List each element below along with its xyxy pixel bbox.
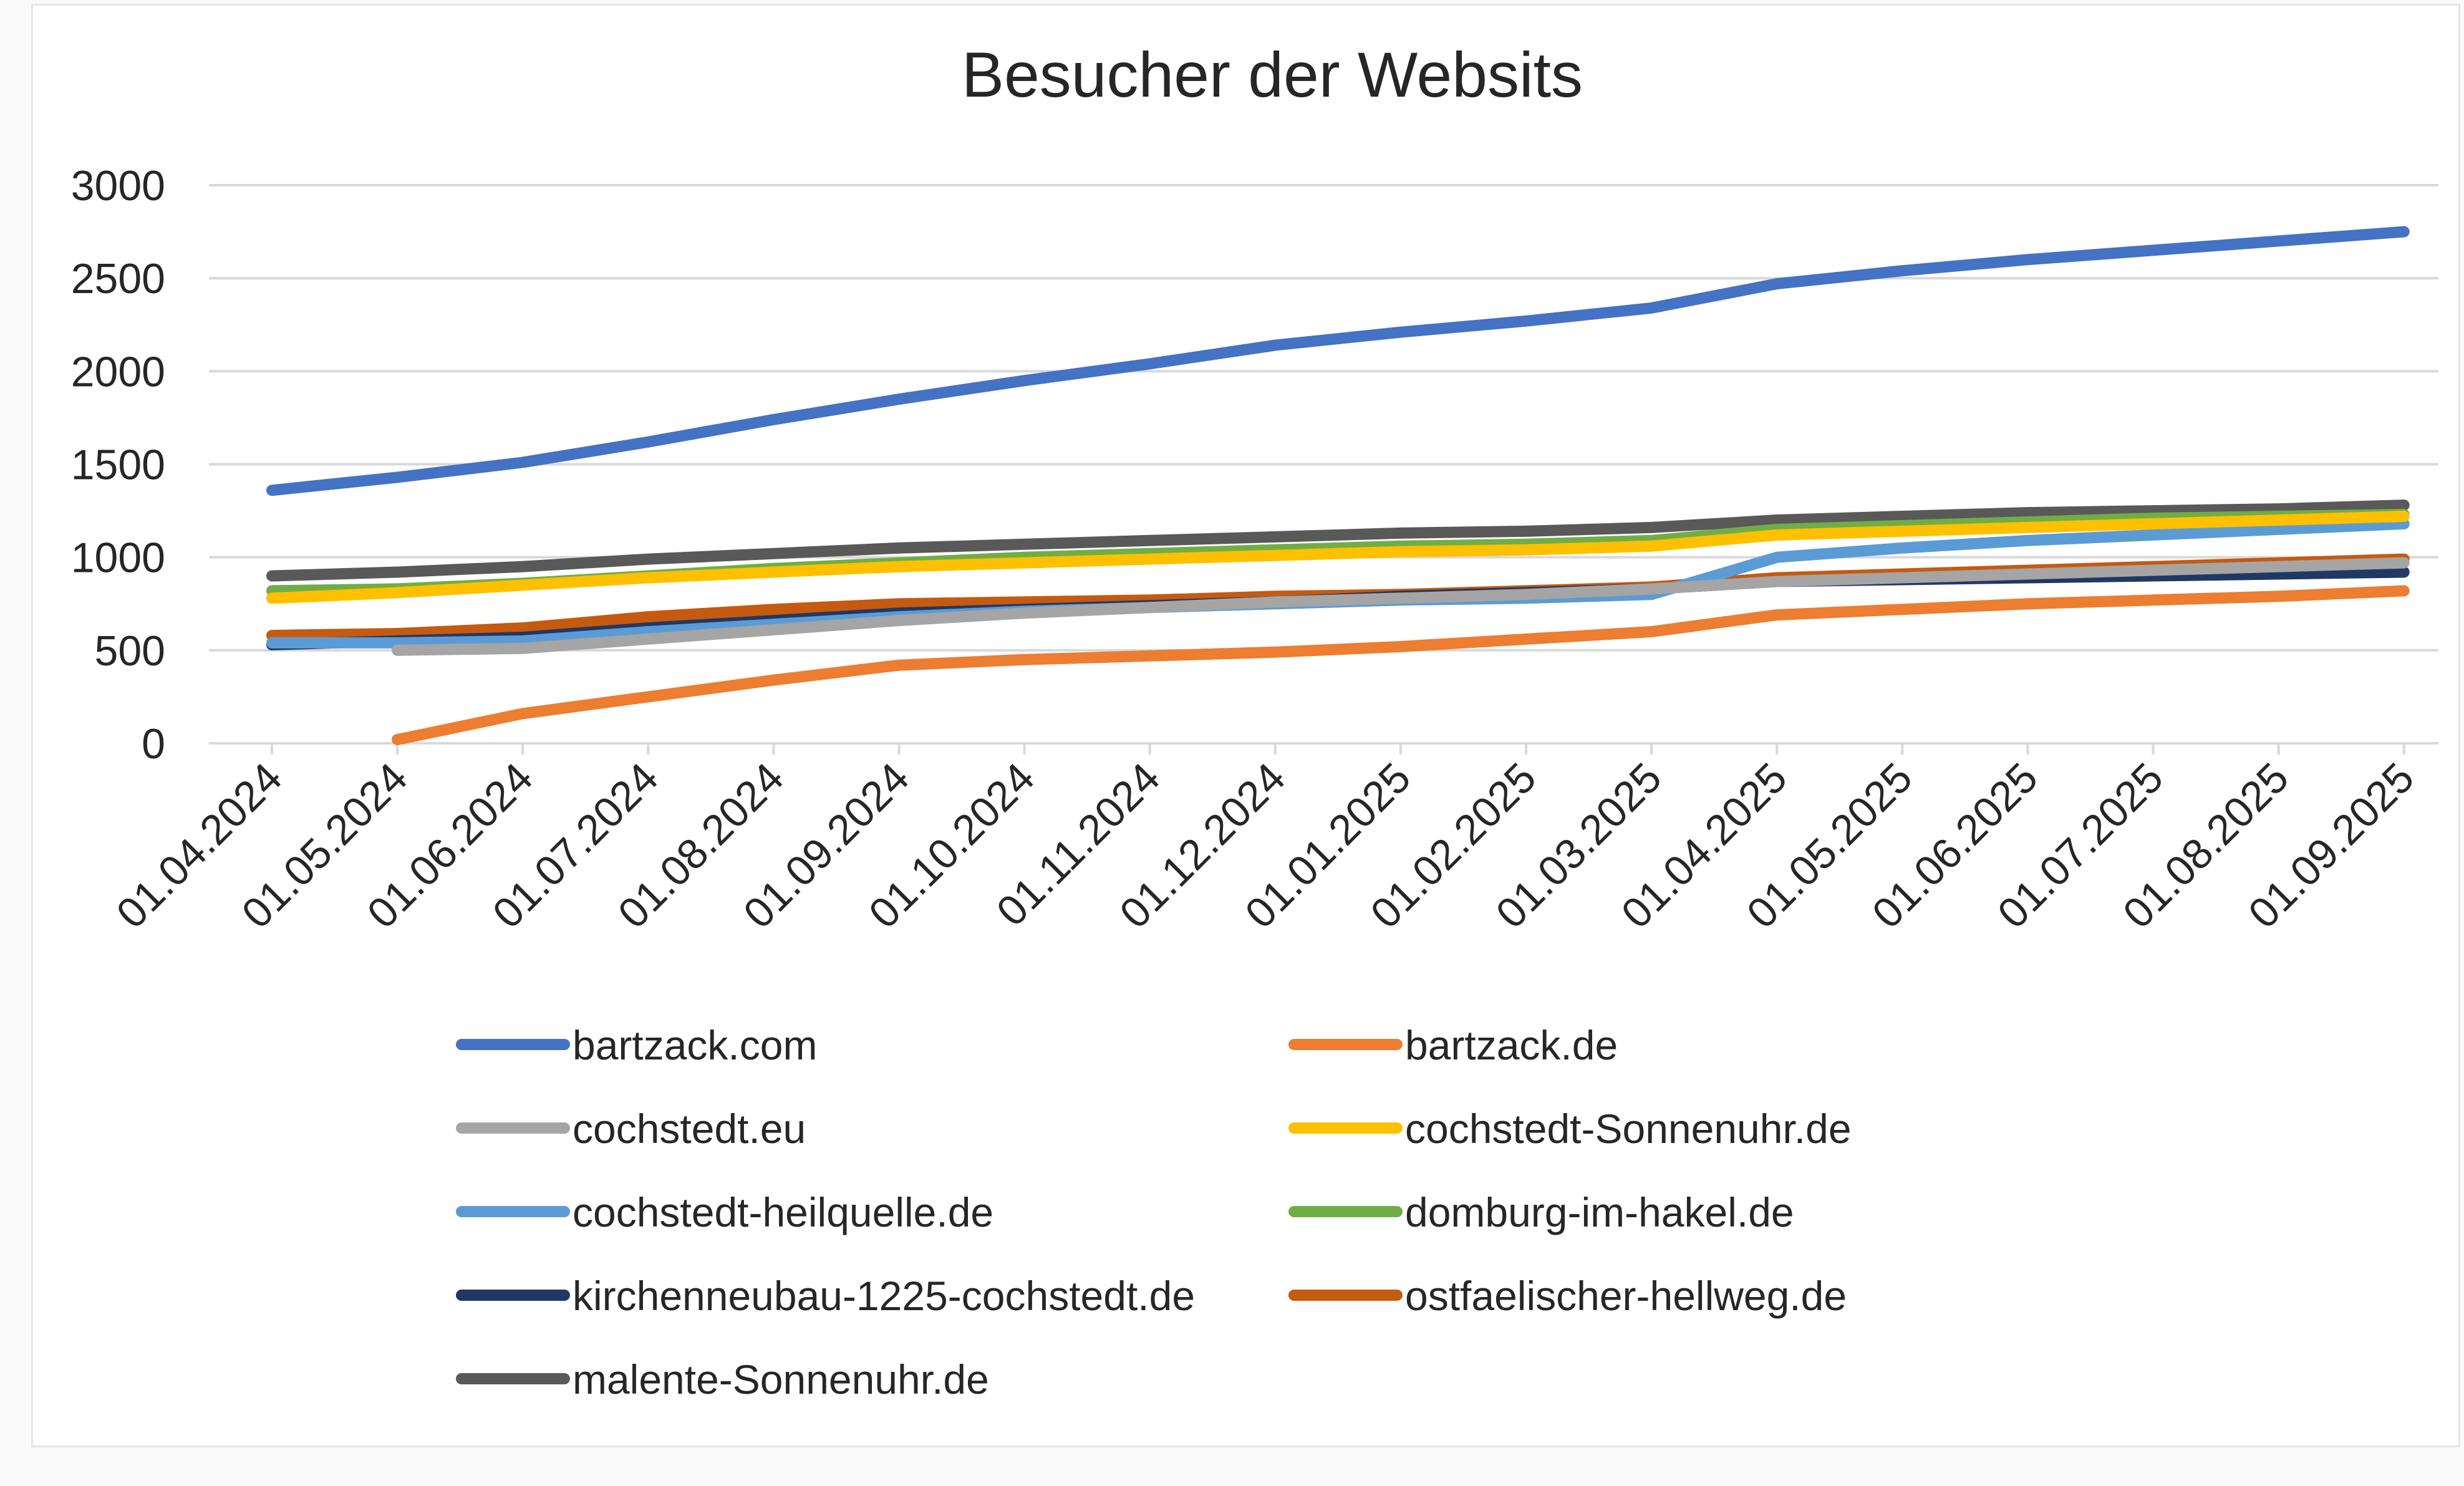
series-line (266, 511, 2410, 604)
chart-frame (31, 4, 2460, 1447)
legend: bartzack.com bartzack.de cochstedt.eu cochs… (456, 1022, 1852, 1402)
y-tick-label: 2000 (71, 348, 165, 395)
legend-label: cochstedt-heilquelle.de (573, 1189, 993, 1235)
series-line (266, 226, 2410, 496)
legend-label: domburg-im-hakel.de (1405, 1189, 1794, 1235)
legend-label: cochstedt.eu (573, 1106, 806, 1152)
legend-item: malente-Sonnenuhr.de (456, 1356, 989, 1402)
series-line (392, 585, 2410, 745)
chart-title: Besucher der Websits (962, 39, 1583, 110)
grid-layer (209, 184, 2438, 745)
y-tick-label: 0 (142, 720, 165, 768)
legend-item: bartzack.com (456, 1022, 817, 1068)
legend-item: cochstedt.eu (456, 1106, 806, 1152)
legend-item: domburg-im-hakel.de (1288, 1189, 1794, 1235)
legend-item: cochstedt-Sonnenuhr.de (1288, 1106, 1852, 1152)
y-tick-label: 2500 (71, 255, 165, 302)
y-tick-label: 1000 (71, 534, 165, 582)
series-line (392, 557, 2410, 656)
series-line (266, 499, 2410, 582)
legend-item: ostfaelischer-hellweg.de (1288, 1273, 1847, 1319)
legend-label: kirchenneubau-1225-cochstedt.de (573, 1273, 1195, 1319)
legend-label: bartzack.de (1405, 1022, 1618, 1068)
legend-label: malente-Sonnenuhr.de (573, 1356, 989, 1402)
y-tick-label: 500 (95, 627, 165, 675)
legend-label: bartzack.com (573, 1022, 817, 1068)
series-layer (266, 226, 2410, 745)
y-tick-label: 1500 (71, 441, 165, 489)
legend-item: bartzack.de (1288, 1022, 1618, 1068)
legend-item: kirchenneubau-1225-cochstedt.de (456, 1273, 1195, 1319)
y-axis-ticks: 0 500 1000 1500 2000 2500 3000 (71, 162, 165, 768)
legend-label: cochstedt-Sonnenuhr.de (1405, 1106, 1852, 1152)
y-tick-label: 3000 (71, 162, 165, 210)
legend-item: cochstedt-heilquelle.de (456, 1189, 993, 1235)
x-axis-ticks: 01.04.202401.05.202401.06.202401.07.2024… (107, 743, 2423, 937)
legend-label: ostfaelischer-hellweg.de (1405, 1273, 1847, 1319)
